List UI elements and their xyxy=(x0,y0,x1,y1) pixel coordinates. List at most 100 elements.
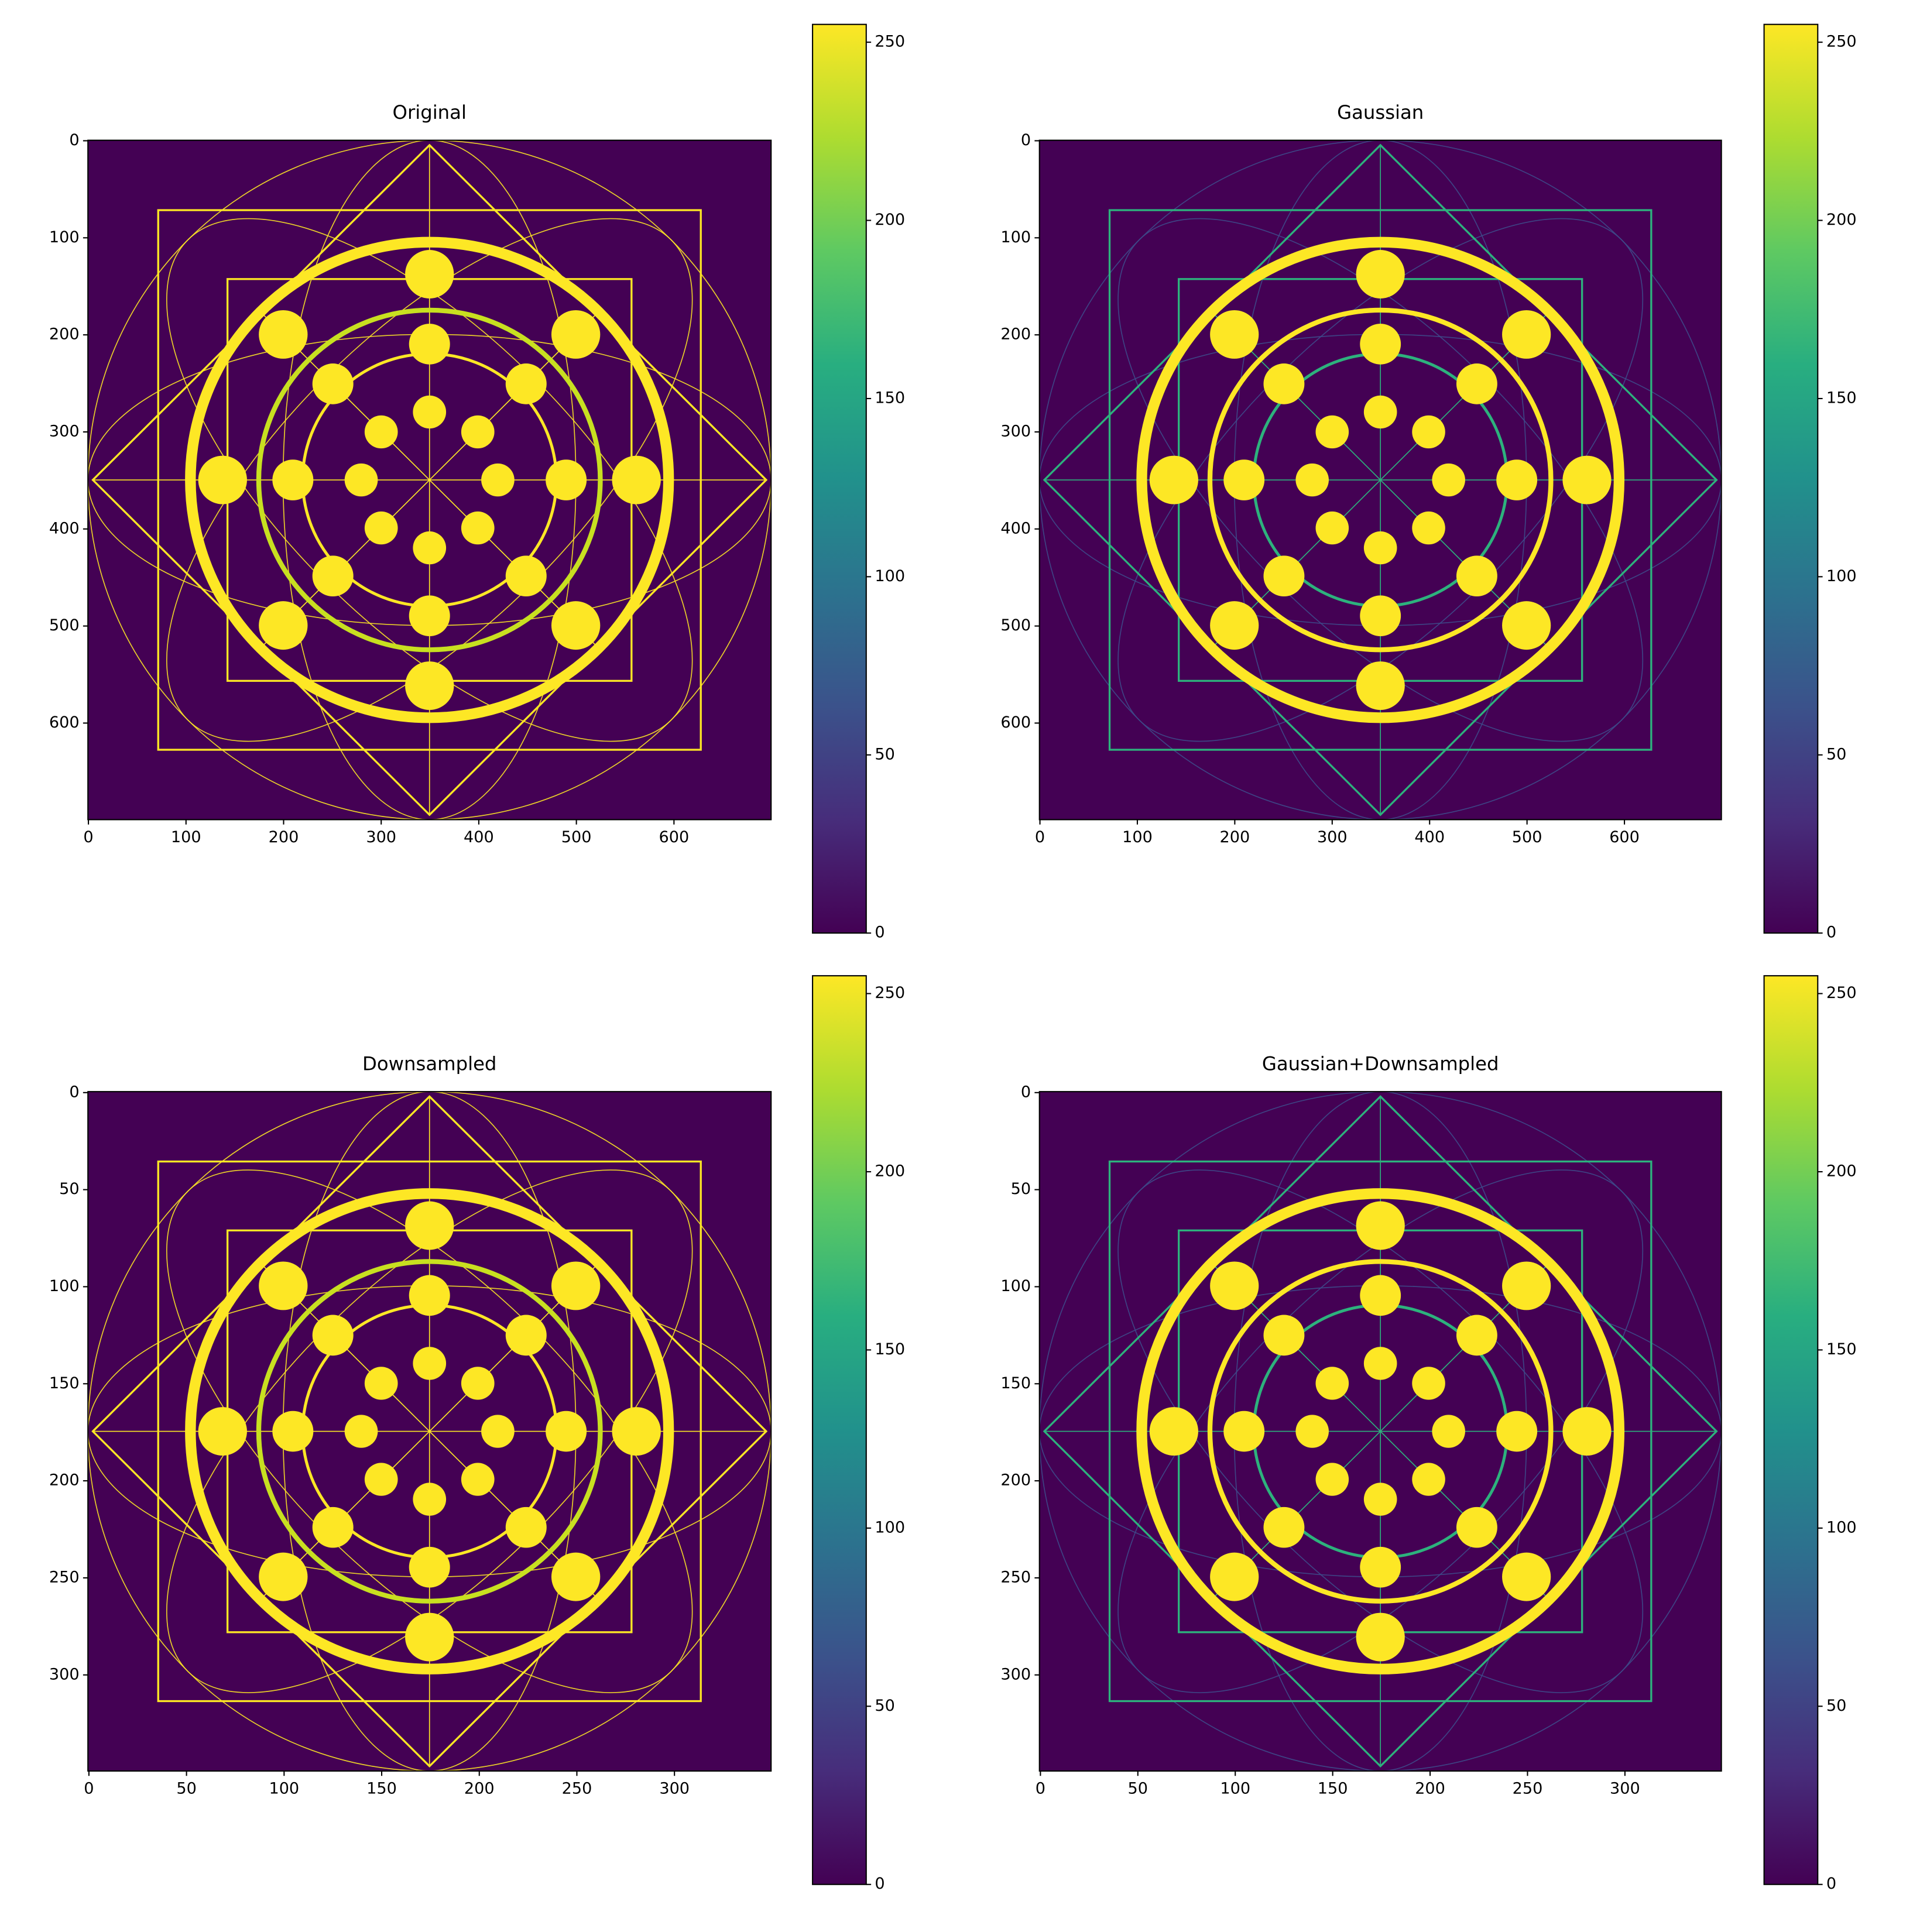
dot xyxy=(1295,1415,1329,1448)
dot xyxy=(1363,1483,1397,1516)
colorbar-tick-label: 0 xyxy=(1826,1875,1836,1893)
colorbar-tick-label: 100 xyxy=(1826,1518,1857,1536)
colorbar-tick-label: 50 xyxy=(875,1697,894,1715)
big-ring xyxy=(185,236,674,723)
y-tick-label: 50 xyxy=(59,1180,79,1198)
dot xyxy=(1502,1552,1551,1601)
x-tick-label: 500 xyxy=(1512,828,1542,846)
colorbar-tick-label: 50 xyxy=(1826,1697,1846,1715)
dot xyxy=(1315,1367,1349,1400)
dot xyxy=(409,595,450,637)
x-tick-label: 300 xyxy=(1610,1780,1640,1798)
dot xyxy=(259,1261,308,1310)
colorbar-tick-label: 200 xyxy=(875,211,905,229)
y-tick-label: 0 xyxy=(1021,1083,1031,1101)
dot xyxy=(1263,1507,1305,1548)
dot xyxy=(1210,1261,1259,1310)
dot xyxy=(1223,459,1265,500)
y-tick-label: 400 xyxy=(1000,519,1031,537)
x-tick-label: 100 xyxy=(1122,828,1153,846)
dot xyxy=(551,1261,601,1310)
mid-ring xyxy=(1207,1259,1554,1604)
dot xyxy=(198,455,247,505)
dot xyxy=(1562,1407,1612,1456)
dot xyxy=(1356,1612,1405,1662)
dot xyxy=(612,1407,661,1456)
dot xyxy=(481,463,515,497)
image xyxy=(88,140,772,820)
axes xyxy=(88,1092,772,1771)
axes-title: Downsampled xyxy=(362,1052,496,1075)
dot xyxy=(405,250,454,298)
dot xyxy=(1149,455,1198,505)
y-tick-label: 300 xyxy=(49,422,80,440)
diag-line xyxy=(260,1263,599,1600)
x-tick-label: 250 xyxy=(1513,1780,1543,1798)
x-tick-label: 600 xyxy=(659,828,690,846)
y-tick-label: 100 xyxy=(49,228,80,246)
dot xyxy=(312,363,354,404)
x-tick-label: 200 xyxy=(1415,1780,1445,1798)
colorbar-tick-label: 150 xyxy=(1826,389,1857,407)
dot xyxy=(551,1552,601,1601)
y-tick-label: 0 xyxy=(69,1083,79,1101)
dot xyxy=(1496,459,1538,500)
dot xyxy=(1432,463,1465,497)
colorbar-tick-label: 150 xyxy=(1826,1340,1857,1358)
colorbar-tick-label: 0 xyxy=(1826,924,1836,942)
axes-title: Gaussian xyxy=(1337,101,1424,123)
colorbar xyxy=(812,975,867,1885)
dot xyxy=(1412,1367,1445,1400)
dot xyxy=(409,1275,450,1316)
dot xyxy=(1356,250,1405,298)
colorbar xyxy=(812,23,867,934)
x-tick-label: 200 xyxy=(1220,828,1250,846)
y-tick-label: 100 xyxy=(49,1277,80,1295)
y-tick-label: 100 xyxy=(1000,228,1031,246)
x-tick-label: 400 xyxy=(1414,828,1445,846)
x-tick-label: 400 xyxy=(464,828,494,846)
dot xyxy=(259,1552,308,1601)
x-tick-label: 300 xyxy=(659,1780,690,1798)
y-tick-label: 300 xyxy=(49,1665,80,1683)
image xyxy=(1039,1092,1722,1771)
colorbar-tick-label: 0 xyxy=(875,924,884,942)
colorbar-tick-label: 250 xyxy=(875,33,905,51)
dot xyxy=(505,363,547,404)
dot xyxy=(1562,455,1612,505)
axes-title: Gaussian+Downsampled xyxy=(1262,1052,1499,1075)
dot xyxy=(1432,1415,1465,1448)
x-tick-label: 0 xyxy=(83,828,93,846)
dot xyxy=(1412,511,1445,545)
dot xyxy=(1412,415,1445,449)
dot xyxy=(198,1407,247,1456)
image xyxy=(88,1092,772,1771)
dot xyxy=(1149,1407,1198,1456)
dot xyxy=(461,511,495,545)
dot xyxy=(1502,310,1551,359)
dot xyxy=(505,1315,547,1356)
y-tick-label: 300 xyxy=(1000,1665,1031,1683)
colorbar-tick-label: 100 xyxy=(875,567,905,585)
axes-title: Original xyxy=(393,101,467,123)
dot xyxy=(344,463,378,497)
dot xyxy=(1502,1261,1551,1310)
y-tick-label: 0 xyxy=(1021,131,1031,149)
dot xyxy=(461,415,495,449)
dot xyxy=(312,1315,354,1356)
y-tick-label: 500 xyxy=(49,616,80,634)
image xyxy=(1039,140,1722,820)
mid-ring xyxy=(1207,307,1554,653)
y-tick-label: 200 xyxy=(1000,325,1031,344)
colorbar-tick-label: 0 xyxy=(875,1875,884,1893)
x-tick-label: 0 xyxy=(1035,828,1045,846)
axes-frame xyxy=(1038,1091,1722,1772)
y-tick-label: 600 xyxy=(1000,713,1031,732)
y-tick-label: 150 xyxy=(1000,1374,1031,1392)
dot xyxy=(1496,1411,1538,1452)
mid-ring xyxy=(256,1259,603,1604)
dot xyxy=(546,1411,587,1452)
dot xyxy=(409,324,450,365)
colorbar-tick-label: 200 xyxy=(875,1162,905,1181)
dot xyxy=(1356,1201,1405,1250)
